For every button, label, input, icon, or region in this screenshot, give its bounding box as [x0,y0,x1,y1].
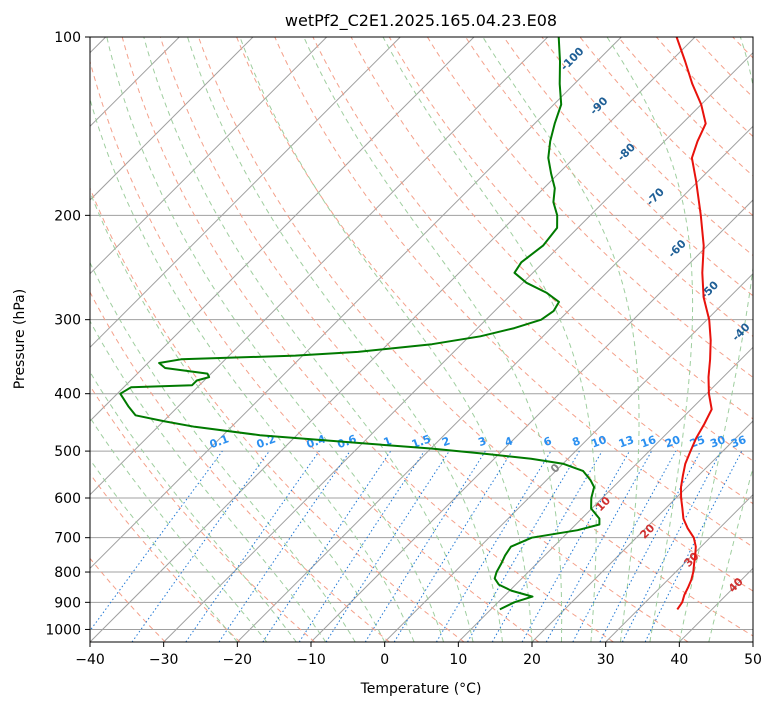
mixing-ratio-line [393,450,513,642]
isotherm-line [90,37,254,201]
mixing-ratio-label: 13 [617,433,636,450]
mixing-ratio-line [545,450,653,642]
y-tick-label: 1000 [45,622,81,638]
mixing-ratio-label: 3 [476,434,488,449]
x-tick-label: 0 [380,652,389,668]
dry-adiabat-line [90,472,241,642]
plot-frame [89,36,754,643]
mixing-ratio-line [572,450,677,642]
moist-adiabat-line [90,97,415,642]
dry-adiabat-line [426,37,753,379]
y-tick-label: 200 [54,208,81,224]
background-lines [90,37,753,642]
chart-title: wetPf2_C2E1.2025.165.04.23.E08 [285,11,557,31]
dry-adiabat-line [90,384,316,642]
mixing-ratio-label: 30 [708,433,727,451]
moist-adiabat-line [239,37,533,642]
moist-adiabat-line [143,37,474,642]
moist-adiabat-line [90,370,297,642]
y-tick-label: 700 [54,531,81,547]
mixing-ratio-label: 6 [542,434,554,449]
mixing-ratio-line [185,450,320,642]
x-tick-label: −30 [149,652,179,668]
dry-adiabat-line [197,37,753,637]
mixing-ratio-label: 36 [729,433,748,451]
dry-adiabat-line [90,59,540,642]
mixing-ratio-label: 10 [590,433,609,451]
dewpoint-profile [119,37,601,611]
y-axis-label: Pressure (hPa) [12,289,28,389]
moist-adiabat-line [187,37,503,642]
x-tick-label: −10 [296,652,326,668]
mixing-ratio-line [131,450,270,642]
isotherm-line [236,125,753,642]
y-tick-label: 800 [54,565,81,581]
x-tick-label: −40 [75,652,105,668]
isotherm-line [384,272,753,642]
dry-adiabat-line [121,37,614,642]
moist-adiabat-line [303,37,563,642]
moist-adiabat-line [90,190,386,642]
dry-adiabat-line [90,186,465,642]
x-tick-label: 50 [744,652,762,668]
x-tick-label: 20 [523,652,541,668]
isotherm-line [90,37,475,422]
isotherm-line [90,37,401,349]
isotherm-line [90,37,549,496]
mixing-ratio-label: 16 [639,433,658,451]
dry-adiabat-line [274,37,753,548]
y-tick-label: 600 [54,491,81,507]
dry-adiabat-line [503,37,753,297]
moist-adiabat-line [90,416,268,642]
isotherm-line [90,37,696,642]
mixing-ratio-label: 20 [663,433,682,451]
mixing-ratio-label: 8 [570,434,582,449]
mixing-ratio-line [298,450,425,642]
y-tick-label: 300 [54,313,81,329]
y-tick-label: 500 [54,444,81,460]
x-tick-label: 10 [449,652,467,668]
mixing-ratio-label: 4 [503,434,515,449]
mixing-ratio-line [644,450,743,642]
dry-adiabat-line [90,557,166,642]
moist-adiabat-line [382,37,597,642]
moist-adiabat-line [90,458,238,642]
moist-adiabat-line [606,37,694,642]
mixing-ratio-line [262,450,392,642]
sounding-profiles [119,37,713,611]
isotherm-line [90,37,328,275]
mixing-ratio-line [90,450,223,632]
moist-adiabat-line [482,37,640,642]
axis-ticks: −40 −30 −20 −10 0 10 20 30 40 5010020030040050060… [45,30,762,668]
x-tick-label: 40 [670,652,688,668]
isotherm-line [457,346,753,642]
x-tick-label: 30 [597,652,615,668]
mixing-ratio-label: 0.4 [305,432,328,451]
moist-adiabat-line [90,261,356,642]
dry-adiabat-line [236,37,753,592]
isotherm-line [605,493,753,642]
mixing-ratio-label: 0.1 [208,432,231,451]
mixing-ratio-line [325,450,450,642]
y-tick-label: 900 [54,595,81,611]
dry-adiabat-line [90,291,390,642]
mixing-ratio-label: 2 [440,434,452,449]
dry-adiabat-line [388,37,753,420]
x-tick-label: −20 [223,652,253,668]
moist-adiabat-line [106,37,445,642]
mixing-ratio-line [521,450,630,642]
isotherm-line [90,37,622,570]
dry-adiabat-line [159,37,689,642]
y-tick-label: 400 [54,387,81,403]
x-axis-label: Temperature (°C) [360,681,482,697]
mixing-ratio-label: 1 [382,434,394,449]
isotherm-line [310,199,753,642]
temperature-profile [675,37,713,610]
y-tick-label: 100 [54,30,81,46]
isotherm-line [531,420,753,642]
mixing-ratio-line [218,450,351,642]
